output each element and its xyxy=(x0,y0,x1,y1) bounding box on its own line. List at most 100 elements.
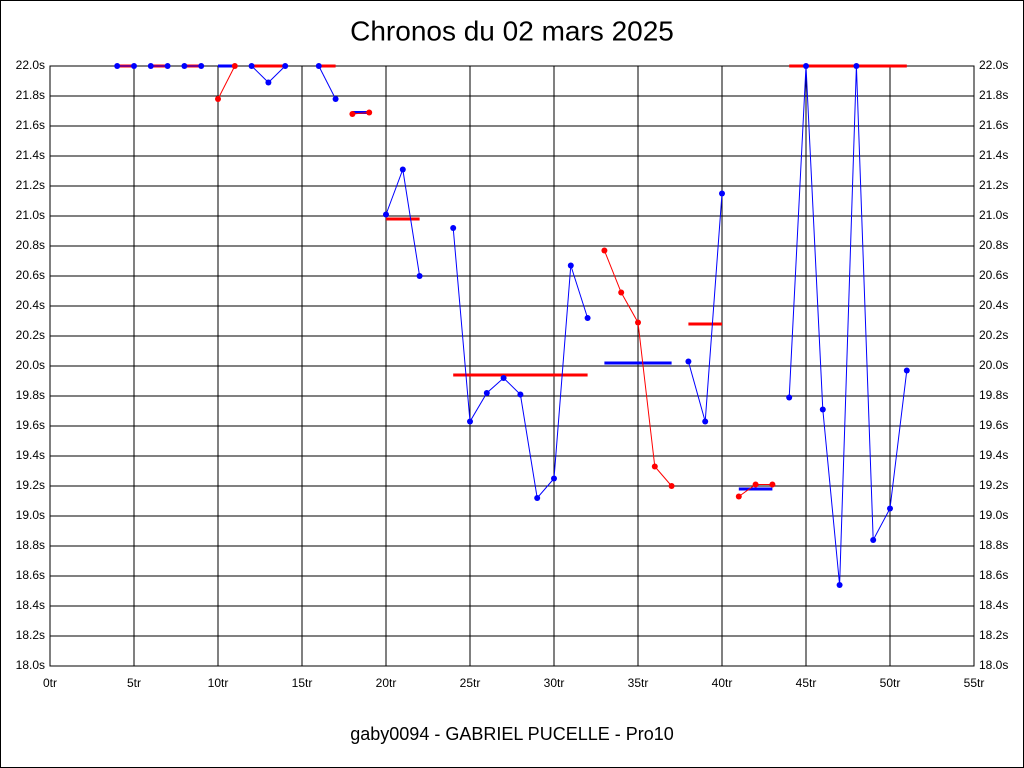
y-tick-label: 18.8s xyxy=(16,538,45,552)
data-point xyxy=(786,394,793,401)
data-point xyxy=(349,111,356,117)
x-tick-label: 5tr xyxy=(127,676,141,690)
y2-tick-label: 20.2s xyxy=(979,328,1008,342)
y-tick-label: 18.4s xyxy=(16,598,45,612)
data-point xyxy=(383,211,389,218)
data-point xyxy=(803,63,809,69)
x-axis-label: gaby0094 - GABRIEL PUCELLE - Pro10 xyxy=(350,724,674,744)
y-tick-label: 21.0s xyxy=(16,208,45,222)
data-point xyxy=(198,63,205,69)
data-point xyxy=(870,537,877,543)
y-tick-label: 20.2s xyxy=(16,328,45,342)
x-tick-label: 15tr xyxy=(292,676,313,690)
y-tick-label: 18.0s xyxy=(16,658,45,672)
data-point xyxy=(584,315,591,321)
y-tick-label: 20.6s xyxy=(16,268,45,282)
y2-tick-label: 19.6s xyxy=(979,418,1008,432)
y2-tick-label: 18.6s xyxy=(979,568,1008,582)
y-tick-label: 21.8s xyxy=(16,88,45,102)
x-tick-label: 20tr xyxy=(376,676,397,690)
x-tick-label: 30tr xyxy=(544,676,565,690)
series-line xyxy=(318,65,337,100)
y2-tick-label: 20.8s xyxy=(979,238,1008,252)
y-tick-label: 20.0s xyxy=(16,358,45,372)
data-point xyxy=(366,109,373,116)
x-tick-label: 0tr xyxy=(43,676,57,690)
y2-tick-label: 21.0s xyxy=(979,208,1008,222)
y2-tick-label: 21.4s xyxy=(979,148,1008,162)
data-point xyxy=(601,247,608,254)
y-tick-label: 21.4s xyxy=(16,148,45,162)
y2-tick-label: 18.4s xyxy=(979,598,1008,612)
y-tick-label: 21.6s xyxy=(16,118,45,132)
data-point xyxy=(282,63,289,69)
y-tick-label: 18.6s xyxy=(16,568,45,582)
y2-tick-label: 20.6s xyxy=(979,268,1008,282)
data-point xyxy=(752,481,759,488)
data-point xyxy=(635,319,641,326)
data-point xyxy=(887,505,893,512)
y2-tick-label: 22.0s xyxy=(979,58,1008,72)
data-point xyxy=(769,481,776,488)
data-point xyxy=(517,391,524,398)
y-tick-label: 19.0s xyxy=(16,508,45,522)
data-point xyxy=(819,406,826,413)
data-point xyxy=(685,358,692,365)
y2-tick-label: 21.6s xyxy=(979,118,1008,132)
y-tick-label: 21.2s xyxy=(16,178,45,192)
data-point xyxy=(131,63,137,69)
data-point xyxy=(450,225,457,231)
data-point xyxy=(181,63,188,69)
data-point xyxy=(248,63,255,69)
x-tick-label: 25tr xyxy=(460,676,481,690)
data-point xyxy=(315,63,322,69)
x-tick-label: 35tr xyxy=(628,676,649,690)
data-point xyxy=(231,63,238,69)
y2-tick-label: 21.8s xyxy=(979,88,1008,102)
data-point xyxy=(853,63,860,69)
data-point xyxy=(500,375,507,381)
data-point xyxy=(735,493,742,500)
data-point xyxy=(265,79,272,86)
x-tick-label: 10tr xyxy=(208,676,229,690)
data-point xyxy=(147,63,154,69)
y-tick-label: 19.4s xyxy=(16,448,45,462)
data-point xyxy=(651,463,658,470)
data-point xyxy=(567,262,574,269)
data-point xyxy=(483,390,490,396)
data-point xyxy=(467,418,473,425)
y2-tick-label: 19.0s xyxy=(979,508,1008,522)
series-line xyxy=(217,65,236,100)
y2-tick-label: 20.4s xyxy=(979,298,1008,312)
data-point xyxy=(903,367,910,374)
y2-tick-label: 19.2s xyxy=(979,478,1008,492)
x-tick-label: 55tr xyxy=(964,676,985,690)
data-point xyxy=(114,63,121,69)
y2-tick-label: 21.2s xyxy=(979,178,1008,192)
x-tick-label: 45tr xyxy=(796,676,817,690)
y2-tick-label: 18.8s xyxy=(979,538,1008,552)
chart-title: Chronos du 02 mars 2025 xyxy=(350,15,674,46)
y-tick-label: 19.6s xyxy=(16,418,45,432)
y-tick-label: 19.8s xyxy=(16,388,45,402)
y-tick-label: 20.8s xyxy=(16,238,45,252)
data-point xyxy=(215,96,221,102)
y2-tick-label: 19.8s xyxy=(979,388,1008,402)
x-tick-label: 50tr xyxy=(880,676,901,690)
data-point xyxy=(668,483,675,489)
data-point xyxy=(618,289,625,296)
y2-tick-label: 18.2s xyxy=(979,628,1008,642)
y2-tick-label: 18.0s xyxy=(979,658,1008,672)
data-point xyxy=(836,582,843,588)
y2-tick-label: 19.4s xyxy=(979,448,1008,462)
plot-border xyxy=(49,65,975,667)
y-tick-label: 19.2s xyxy=(16,478,45,492)
data-point xyxy=(534,495,541,501)
y-tick-label: 22.0s xyxy=(16,58,45,72)
data-point xyxy=(719,190,725,197)
y2-tick-label: 20.0s xyxy=(979,358,1008,372)
data-point xyxy=(551,475,557,482)
y-tick-label: 20.4s xyxy=(16,298,45,312)
